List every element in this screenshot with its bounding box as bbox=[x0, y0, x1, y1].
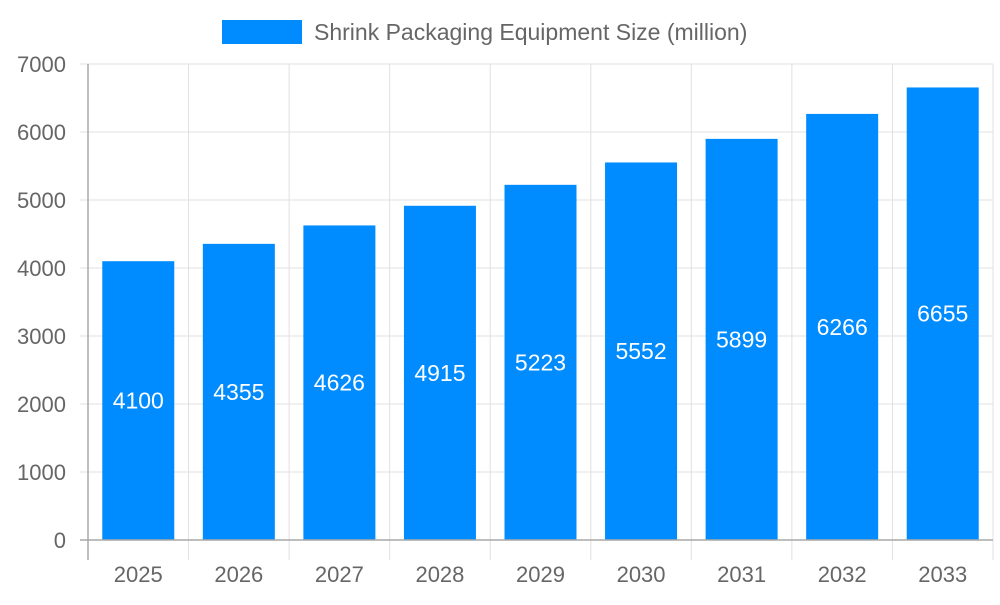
x-tick-label: 2026 bbox=[214, 562, 263, 587]
y-tick-label: 1000 bbox=[17, 460, 66, 485]
data-label: 5223 bbox=[515, 349, 566, 375]
legend[interactable]: Shrink Packaging Equipment Size (million… bbox=[222, 19, 747, 45]
bar-2033 bbox=[906, 87, 979, 541]
y-tick-label: 5000 bbox=[17, 188, 66, 213]
x-tick-label: 2032 bbox=[818, 562, 867, 587]
x-tick-label: 2033 bbox=[918, 562, 967, 587]
bar-2029 bbox=[504, 184, 577, 540]
data-label: 5899 bbox=[716, 326, 767, 352]
data-label: 6266 bbox=[817, 314, 868, 340]
x-tick-label: 2031 bbox=[717, 562, 766, 587]
y-tick-label: 3000 bbox=[17, 324, 66, 349]
y-tick-label: 4000 bbox=[17, 256, 66, 281]
x-tick-label: 2030 bbox=[617, 562, 666, 587]
x-tick-label: 2027 bbox=[315, 562, 364, 587]
data-label: 4915 bbox=[414, 360, 465, 386]
data-label: 5552 bbox=[615, 338, 666, 364]
bar-2027 bbox=[303, 225, 376, 540]
y-tick-label: 0 bbox=[54, 528, 66, 553]
bar-2031 bbox=[705, 138, 778, 541]
axes: 0 1000 2000 3000 4000 5000 6000 7000 2025 2026 202… bbox=[17, 52, 993, 587]
bar-2030 bbox=[605, 162, 678, 541]
x-tick-label: 2025 bbox=[114, 562, 163, 587]
x-tick-label: 2028 bbox=[415, 562, 464, 587]
y-tick-label: 2000 bbox=[17, 392, 66, 417]
data-label: 4100 bbox=[113, 388, 164, 414]
data-label: 6655 bbox=[917, 301, 968, 327]
bar-2025 bbox=[102, 261, 175, 540]
bars: 4100 4355 4626 4915 5223 5552 5899 6266 6655 bbox=[102, 87, 979, 541]
y-tick-label: 6000 bbox=[17, 120, 66, 145]
bar-2028 bbox=[403, 205, 476, 540]
bar-2026 bbox=[202, 243, 275, 541]
y-tick-label: 7000 bbox=[17, 52, 66, 77]
data-label: 4355 bbox=[213, 379, 264, 405]
legend-label: Shrink Packaging Equipment Size (million… bbox=[314, 19, 747, 45]
legend-swatch bbox=[222, 20, 302, 44]
bar-2032 bbox=[806, 113, 879, 541]
data-label: 4626 bbox=[314, 370, 365, 396]
x-tick-label: 2029 bbox=[516, 562, 565, 587]
